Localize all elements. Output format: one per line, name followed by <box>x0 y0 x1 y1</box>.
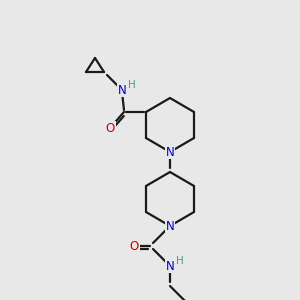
Text: N: N <box>166 220 174 232</box>
Text: N: N <box>166 146 174 158</box>
Text: N: N <box>166 260 174 272</box>
Text: O: O <box>105 122 115 134</box>
Text: H: H <box>128 80 136 90</box>
Text: H: H <box>176 256 184 266</box>
Text: O: O <box>129 239 139 253</box>
Text: N: N <box>118 83 126 97</box>
